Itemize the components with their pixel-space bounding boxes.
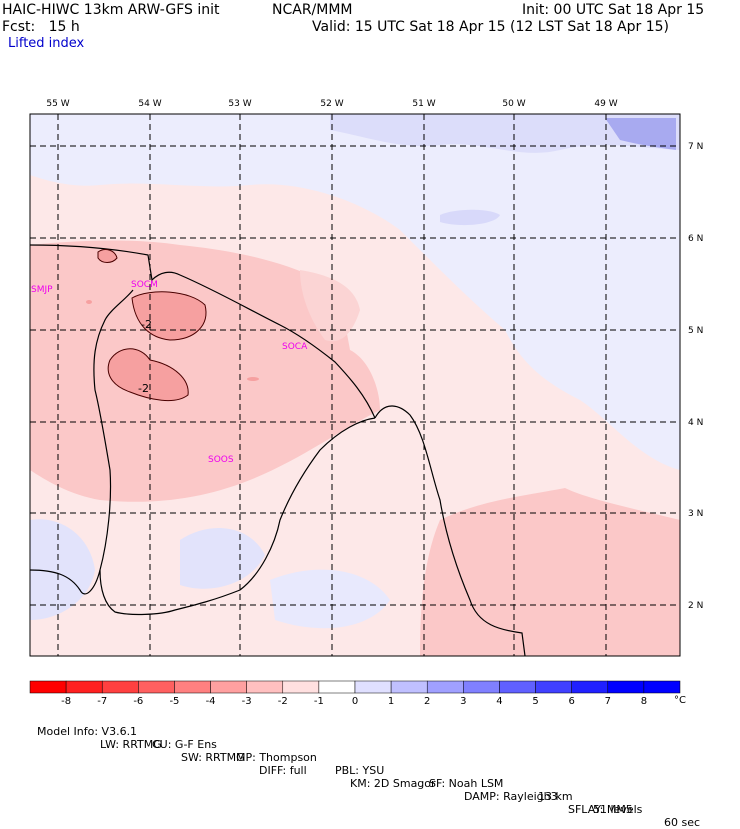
contour-label: -2 [138, 382, 149, 395]
colorbar-swatch [607, 680, 645, 694]
colorbar-swatch [210, 680, 247, 694]
colorbar-tick-label: 7 [605, 696, 611, 707]
li-contours [97, 249, 207, 402]
colorbar-unit: °C [674, 695, 686, 706]
model-info-line-2: LW: RRTMG SW: RRTMG DIFF: full KM: 2D Sm… [30, 725, 633, 816]
colorbar-swatch [499, 680, 536, 694]
colorbar-swatch [390, 680, 428, 694]
colorbar-tick-label: -7 [97, 696, 107, 707]
org-label: NCAR/MMM [272, 2, 353, 18]
lat-label: 2 N [688, 601, 703, 611]
model-info-line-1: Model Info: V3.6.1 CU: G-F Ens MP: Thomp… [30, 712, 700, 829]
colorbar-tick-label: 8 [641, 696, 647, 707]
map-figure: -2 -2 SMJP SOCM SOCA SOOS 55 W 54 W 53 W… [29, 99, 703, 707]
colorbar-swatch [463, 680, 500, 694]
colorbar-swatch [138, 680, 175, 694]
colorbar-tick-label: -4 [206, 696, 216, 707]
colorbar-tick-label: 2 [424, 696, 430, 707]
station-label: SOOS [208, 455, 234, 465]
footer-item: SF: Noah LSM [429, 777, 504, 790]
map-frame [29, 113, 681, 657]
colorbar-tick-label: -3 [242, 696, 252, 707]
shaded-field [30, 114, 680, 656]
colorbar-swatch [426, 680, 464, 694]
colorbar-tick-label: -2 [278, 696, 288, 707]
lat-label: 4 N [688, 418, 703, 428]
colorbar-tick-label: -5 [169, 696, 179, 707]
lon-label: 55 W [46, 99, 69, 109]
colorbar-tick-labels: -8 -7 -6 -5 -4 -3 -2 -1 0 1 2 3 4 5 6 7 8 [61, 696, 647, 707]
forecast-hour: Fcst: 15 h [2, 19, 80, 35]
colorbar-swatch [246, 680, 284, 694]
colorbar-swatch [29, 680, 67, 694]
colorbar-swatch [318, 680, 356, 694]
footer-item: MP: Thompson [236, 751, 317, 764]
colorbar-tick-label: 3 [460, 696, 466, 707]
colorbar-swatch [282, 680, 320, 694]
colorbar-swatch [65, 680, 103, 694]
lat-label: 6 N [688, 234, 703, 244]
colorbar-swatch [101, 680, 139, 694]
footer-item: DAMP: Rayleigh3 [464, 790, 558, 803]
footer-item: KM: 2D Smagor [350, 777, 436, 790]
footer-item: DIFF: full [259, 764, 307, 777]
colorbar [29, 680, 681, 694]
colorbar-swatch [571, 680, 609, 694]
model-title: HAIC-HIWC 13km ARW-GFS init [2, 2, 220, 18]
colorbar-tick-label: -6 [133, 696, 143, 707]
lon-label: 49 W [594, 99, 617, 109]
colorbar-tick-label: 5 [532, 696, 538, 707]
contour-label: -2 [141, 318, 152, 331]
footer-item: Model Info: V3.6.1 [37, 725, 138, 738]
colorbar-swatch [643, 680, 681, 694]
colorbar-swatch [174, 680, 211, 694]
footer-item: PBL: YSU [335, 764, 385, 777]
station-label: SMJP [31, 285, 53, 295]
valid-time: Valid: 15 UTC Sat 18 Apr 15 (12 LST Sat … [312, 19, 670, 35]
coastlines [29, 244, 526, 657]
lon-label: 53 W [228, 99, 251, 109]
colorbar-swatch [535, 680, 572, 694]
init-time: Init: 00 UTC Sat 18 Apr 15 [522, 2, 705, 18]
colorbar-tick-label: 0 [352, 696, 358, 707]
footer-item: 60 sec [664, 816, 701, 829]
lon-label: 52 W [320, 99, 343, 109]
footer-item: SFLAY: MM5 [568, 803, 633, 816]
lon-label: 50 W [502, 99, 525, 109]
colorbar-tick-label: 4 [496, 696, 502, 707]
field-name: Lifted index [8, 36, 85, 51]
colorbar-tick-label: -8 [61, 696, 71, 707]
footer-item: SW: RRTMG [181, 751, 245, 764]
station-label: SOCM [131, 280, 158, 290]
lat-label: 7 N [688, 142, 703, 152]
lat-label: 3 N [688, 509, 703, 519]
colorbar-swatch [354, 680, 392, 694]
station-label: SOCA [282, 342, 308, 352]
colorbar-tick-label: -1 [314, 696, 324, 707]
colorbar-tick-label: 1 [388, 696, 394, 707]
colorbar-tick-label: 6 [568, 696, 574, 707]
lon-label: 54 W [138, 99, 161, 109]
lat-label: 5 N [688, 326, 703, 336]
lon-label: 51 W [412, 99, 435, 109]
lat-lon-grid [30, 114, 680, 656]
